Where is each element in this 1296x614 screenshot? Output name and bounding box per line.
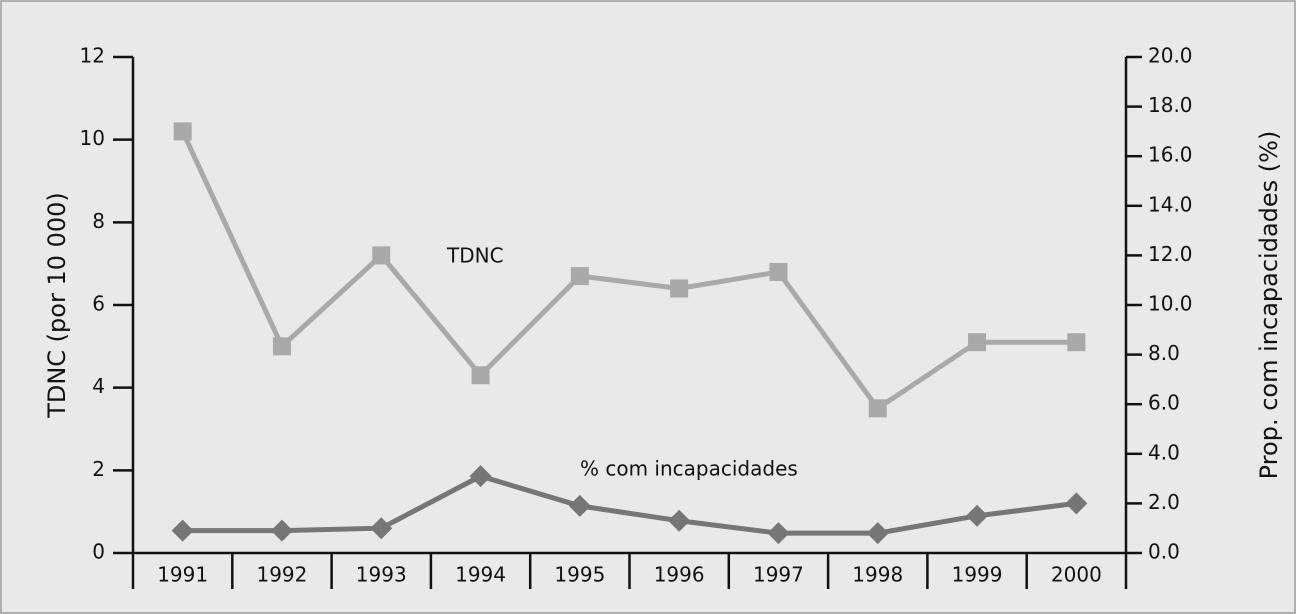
marker bbox=[372, 246, 391, 265]
y2-tick-label: 8.0 bbox=[1148, 341, 1180, 365]
marker bbox=[966, 504, 989, 527]
y-tick-label: 6 bbox=[92, 292, 105, 316]
x-tick-label: 2000 bbox=[1051, 563, 1102, 587]
annotation: % com incapacidades bbox=[580, 457, 798, 481]
y2-tick-label: 16.0 bbox=[1148, 143, 1193, 167]
marker bbox=[272, 337, 291, 356]
marker bbox=[866, 522, 889, 545]
x-tick-label: 1996 bbox=[654, 563, 705, 587]
y-tick-label: 8 bbox=[92, 209, 105, 233]
marker bbox=[370, 517, 393, 540]
marker bbox=[968, 333, 987, 352]
y-tick-label: 4 bbox=[92, 374, 105, 398]
y-axis-label: TDNC (por 10 000) bbox=[43, 192, 71, 419]
marker bbox=[469, 465, 492, 488]
y2-tick-label: 0.0 bbox=[1148, 540, 1180, 564]
marker bbox=[171, 519, 194, 542]
x-tick-label: 1999 bbox=[952, 563, 1003, 587]
series-line bbox=[182, 473, 1077, 536]
marker bbox=[767, 522, 790, 545]
y2-tick-label: 10.0 bbox=[1148, 292, 1193, 316]
x-tick-label: 1993 bbox=[356, 563, 407, 587]
y2-tick-label: 12.0 bbox=[1148, 242, 1193, 266]
y-tick-label: 12 bbox=[80, 44, 105, 68]
y-tick-label: 2 bbox=[92, 457, 105, 481]
y2-tick-label: 18.0 bbox=[1148, 93, 1193, 117]
marker bbox=[1067, 333, 1086, 352]
marker bbox=[868, 399, 887, 418]
x-tick-label: 1998 bbox=[852, 563, 903, 587]
marker bbox=[270, 519, 293, 542]
y2-tick-label: 20.0 bbox=[1148, 44, 1193, 68]
x-tick-label: 1992 bbox=[256, 563, 307, 587]
x-tick-label: 1995 bbox=[554, 563, 605, 587]
y2-axis-label: Prop. com incapacidades (%) bbox=[1255, 131, 1283, 480]
y2-tick-label: 2.0 bbox=[1148, 490, 1180, 514]
marker bbox=[568, 494, 591, 517]
marker bbox=[471, 366, 490, 385]
marker bbox=[668, 509, 691, 532]
x-tick-label: 1997 bbox=[753, 563, 804, 587]
marker bbox=[570, 267, 589, 286]
marker bbox=[173, 122, 192, 141]
marker bbox=[769, 262, 788, 281]
y2-tick-label: 6.0 bbox=[1148, 391, 1180, 415]
marker bbox=[670, 279, 689, 298]
annotation: TDNC bbox=[446, 244, 504, 268]
x-tick-label: 1991 bbox=[157, 563, 208, 587]
y-tick-label: 0 bbox=[92, 540, 105, 564]
y2-tick-label: 14.0 bbox=[1148, 192, 1193, 216]
y2-tick-label: 4.0 bbox=[1148, 440, 1180, 464]
series-line bbox=[180, 130, 1077, 412]
x-tick-label: 1994 bbox=[455, 563, 506, 587]
y-tick-label: 10 bbox=[80, 126, 105, 150]
marker bbox=[1065, 492, 1088, 515]
